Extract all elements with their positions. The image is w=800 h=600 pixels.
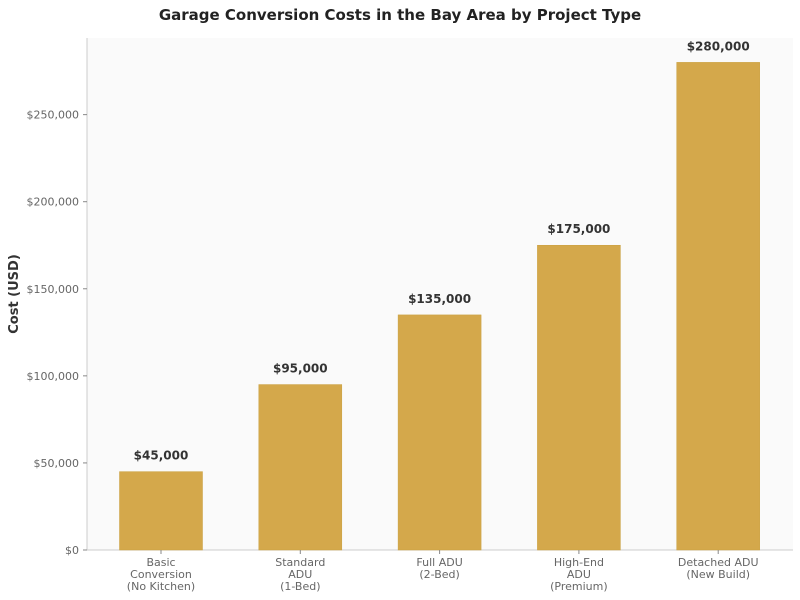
data-label: $175,000	[547, 222, 610, 236]
bar	[676, 62, 760, 551]
data-label: $45,000	[134, 449, 189, 463]
x-tick-label: High-End	[554, 556, 604, 569]
x-tick-label: (No Kitchen)	[127, 580, 195, 593]
bar	[258, 384, 343, 551]
chart-title: Garage Conversion Costs in the Bay Area …	[158, 6, 642, 24]
y-tick-label: $200,000	[27, 196, 80, 209]
x-tick-label: Detached ADU	[678, 556, 759, 569]
x-tick-label: ADU	[567, 568, 591, 581]
bar	[119, 471, 203, 551]
data-label: $135,000	[408, 292, 471, 306]
x-tick-label: (New Build)	[686, 568, 750, 581]
y-tick-label: $100,000	[27, 370, 80, 383]
x-tick-label: Basic	[146, 556, 175, 569]
y-tick-label: $150,000	[27, 283, 80, 296]
data-label: $280,000	[687, 39, 750, 53]
bar	[397, 314, 482, 551]
y-tick-label: $250,000	[27, 109, 80, 122]
y-tick-label: $0	[65, 544, 79, 557]
x-tick-label: (1-Bed)	[280, 580, 320, 593]
data-label: $95,000	[273, 362, 328, 376]
x-tick-label: Full ADU	[416, 556, 462, 569]
x-tick-label: Standard	[275, 556, 325, 569]
x-tick-label: (2-Bed)	[419, 568, 459, 581]
y-tick-label: $50,000	[34, 457, 80, 470]
x-tick-label: Conversion	[130, 568, 192, 581]
bar	[537, 244, 621, 551]
x-tick-label: (Premium)	[550, 580, 608, 593]
x-tick-label: ADU	[288, 568, 312, 581]
y-axis-label: Cost (USD)	[7, 254, 22, 334]
